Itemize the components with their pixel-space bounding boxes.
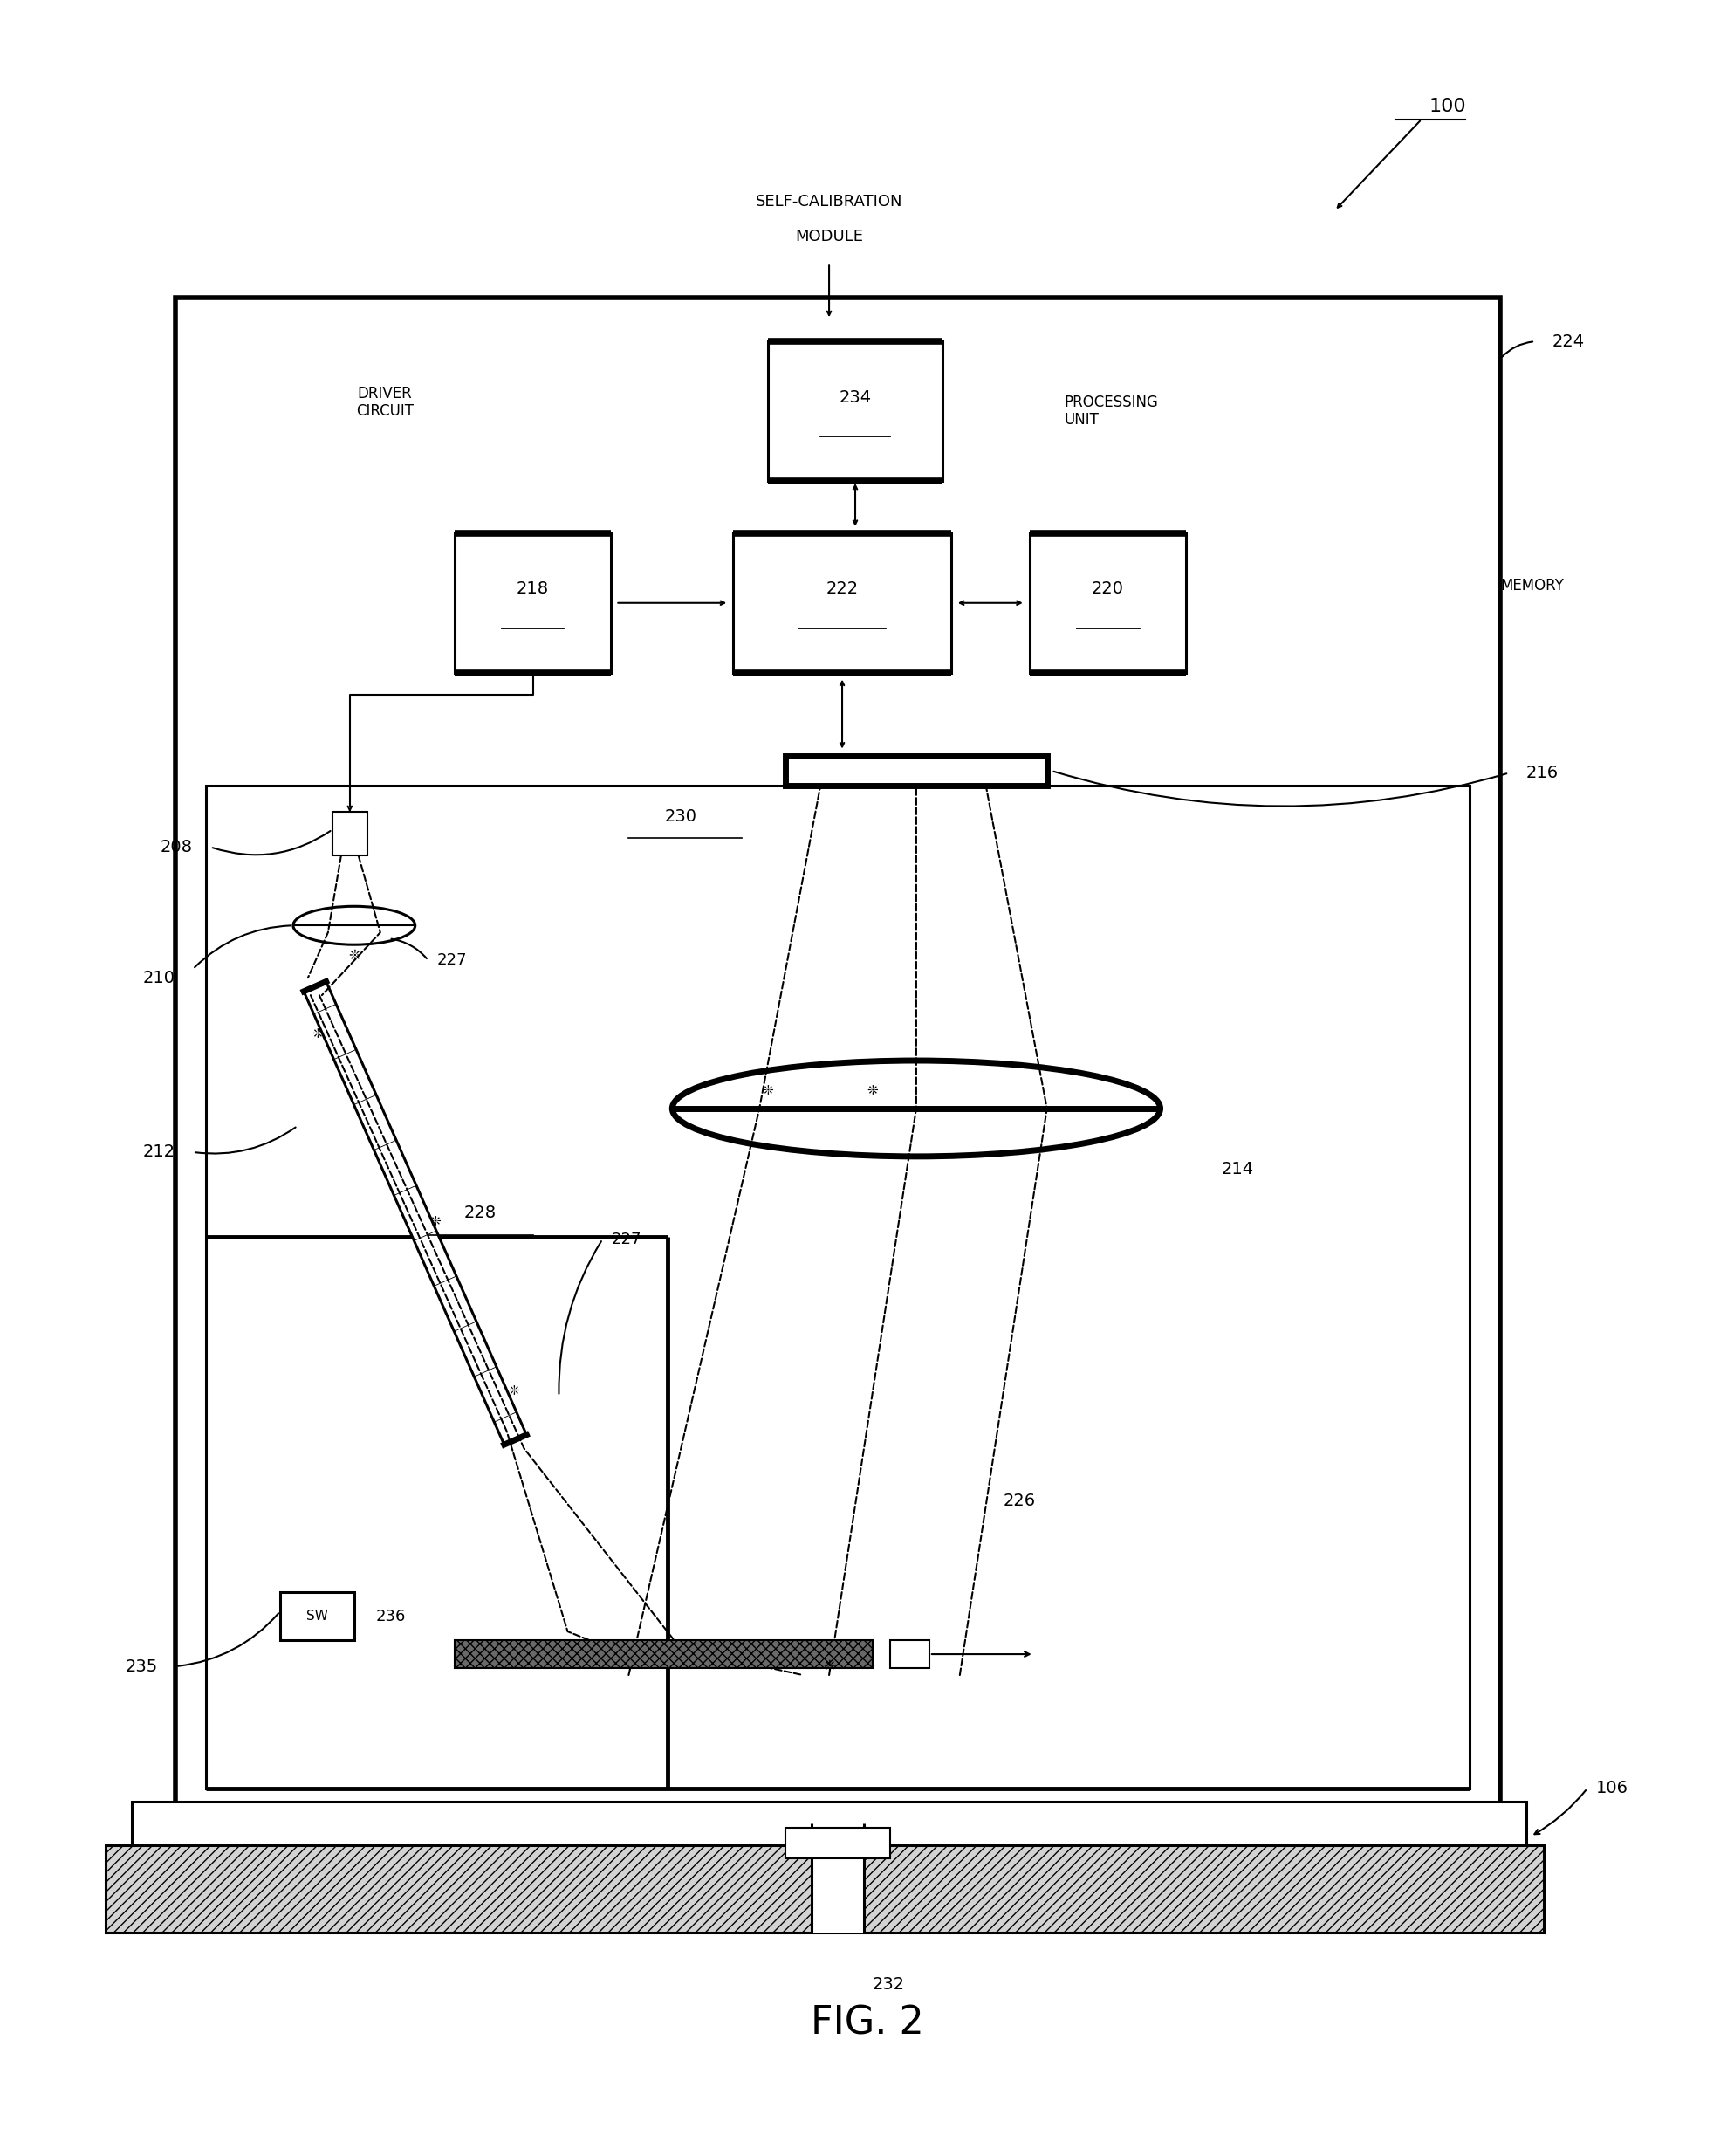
Text: 228: 228: [465, 1205, 496, 1222]
Bar: [786, 1828, 890, 1858]
Text: 224: 224: [1552, 334, 1585, 349]
Text: 212: 212: [144, 1145, 175, 1160]
Bar: [733, 533, 950, 673]
Text: ❊: ❊: [349, 949, 361, 964]
Bar: [175, 298, 1500, 1824]
Bar: [281, 1593, 354, 1641]
Text: ❊: ❊: [867, 1084, 877, 1097]
Text: SW: SW: [307, 1611, 328, 1623]
Text: 226: 226: [1004, 1492, 1035, 1509]
Bar: [768, 341, 942, 481]
Bar: [132, 1802, 1526, 1846]
Polygon shape: [303, 981, 527, 1445]
Text: ❊: ❊: [763, 1084, 773, 1097]
Bar: [890, 1641, 929, 1669]
Text: 220: 220: [1092, 580, 1124, 597]
Text: ❊: ❊: [824, 1658, 836, 1675]
Text: 230: 230: [664, 808, 697, 826]
Text: 234: 234: [839, 388, 872, 405]
Text: 236: 236: [376, 1608, 406, 1623]
Bar: [812, 1824, 864, 1932]
Text: FIG. 2: FIG. 2: [810, 2005, 924, 2042]
Text: 100: 100: [1429, 97, 1467, 114]
Text: 232: 232: [872, 1977, 905, 1992]
Bar: [454, 1641, 872, 1669]
Bar: [454, 533, 610, 673]
Text: 216: 216: [1526, 765, 1559, 780]
Bar: [206, 787, 1470, 1787]
Text: 208: 208: [161, 839, 192, 856]
Text: MEMORY: MEMORY: [1500, 578, 1564, 593]
Bar: [1030, 533, 1186, 673]
Text: 210: 210: [144, 970, 175, 985]
Bar: [333, 813, 368, 856]
Text: 214: 214: [1221, 1162, 1254, 1177]
Text: 218: 218: [517, 580, 550, 597]
Text: 222: 222: [825, 580, 858, 597]
Text: ❊: ❊: [312, 1026, 323, 1041]
Bar: [786, 755, 1047, 787]
Text: DRIVER
CIRCUIT: DRIVER CIRCUIT: [355, 386, 413, 420]
Text: SELF-CALIBRATION: SELF-CALIBRATION: [756, 194, 903, 209]
Text: 235: 235: [125, 1658, 158, 1675]
Bar: [106, 1846, 1543, 1932]
Text: 227: 227: [610, 1231, 642, 1246]
Text: MODULE: MODULE: [796, 229, 864, 246]
Text: 106: 106: [1595, 1781, 1628, 1796]
Text: ❊: ❊: [430, 1214, 440, 1227]
Text: 227: 227: [437, 953, 466, 968]
Text: ❊: ❊: [508, 1384, 518, 1397]
Text: PROCESSING
UNIT: PROCESSING UNIT: [1065, 395, 1158, 429]
